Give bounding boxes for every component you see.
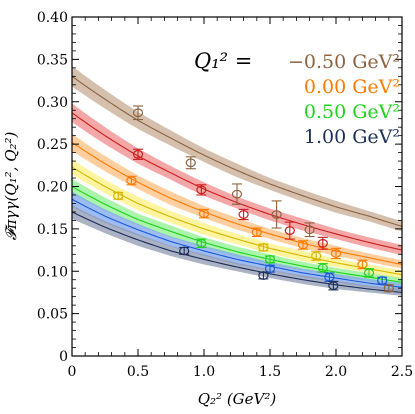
data-point-2-1	[198, 208, 210, 219]
legend-entry-000: 0.00 GeV²	[304, 76, 400, 98]
x-axis-label: Q₂² (GeV²)	[198, 390, 277, 408]
error-band-1	[72, 103, 402, 256]
data-point-6-1	[258, 271, 269, 280]
error-band-3	[72, 159, 402, 279]
data-point-6-2	[328, 280, 339, 291]
data-point-2-2	[251, 227, 262, 238]
data-point-0-3	[271, 200, 282, 229]
data-point-0-2	[231, 183, 243, 205]
data-point-3-1	[258, 243, 269, 252]
legend: Q₁² = −0.50 GeV² 0.00 GeV² 0.50 GeV² 1.0…	[194, 49, 400, 148]
data-point-1-0	[132, 148, 144, 160]
data-point-5-2	[377, 276, 388, 285]
legend-title: Q₁² =	[194, 49, 252, 73]
error-band-6	[72, 205, 402, 296]
y-tick-label: 0.15	[37, 222, 68, 238]
error-band-2	[72, 133, 402, 269]
data-point-0-5	[383, 283, 394, 293]
data-point-3-2	[311, 251, 322, 261]
data-points	[113, 105, 394, 293]
y-tick-label: 0.30	[37, 95, 68, 111]
data-point-4-1	[264, 254, 276, 264]
axis-ticks: 0 0.5 1.0 1.5 2.0 2.5 0 0.05 0.10 0.15 0.20 0.25 0.3…	[37, 10, 413, 380]
fit-curve-3	[71, 166, 403, 276]
data-point-0-1	[185, 156, 196, 170]
data-point-1-3	[284, 221, 295, 240]
fit-curve-5	[71, 198, 403, 288]
y-tick-label: 0	[59, 349, 68, 365]
x-tick-label: 1.0	[193, 364, 215, 380]
data-point-4-3	[363, 268, 375, 278]
fit-curve-6	[71, 211, 403, 293]
x-tick-label: 2.0	[325, 364, 347, 380]
data-point-2-3	[297, 240, 309, 250]
data-point-2-0	[126, 175, 137, 186]
data-point-6-0	[179, 246, 190, 256]
data-point-0-4	[304, 222, 315, 238]
x-tick-label: 2.5	[391, 364, 413, 380]
y-tick-label: 0.10	[37, 264, 68, 280]
y-tick-label: 0.25	[37, 137, 68, 153]
data-point-5-0	[264, 264, 276, 274]
data-point-4-0	[196, 238, 207, 249]
data-point-1-1	[196, 184, 207, 196]
error-band-5	[72, 191, 402, 292]
data-point-0-0	[132, 105, 144, 121]
y-tick-label: 0.05	[37, 307, 68, 323]
fit-curve-0	[71, 75, 403, 227]
data-point-1-4	[317, 236, 328, 250]
x-tick-label: 0.5	[127, 364, 149, 380]
data-point-1-2	[238, 208, 249, 221]
y-tick-label: 0.20	[37, 180, 68, 196]
y-axis-label: 𝓕πγγ(Q₁², Q₂²)	[2, 131, 20, 240]
error-band-0	[72, 66, 402, 232]
fit-curve-4	[71, 186, 403, 283]
x-tick-label: 1.5	[259, 364, 281, 380]
legend-entry-100: 1.00 GeV²	[304, 126, 400, 148]
data-point-3-0	[113, 191, 124, 201]
data-point-4-2	[317, 263, 328, 273]
y-tick-label: 0.40	[37, 10, 68, 26]
legend-entry-050: 0.50 GeV²	[304, 101, 400, 123]
data-point-2-4	[330, 247, 342, 260]
y-tick-label: 0.35	[37, 52, 68, 68]
legend-entry-neg050: −0.50 GeV²	[288, 51, 400, 73]
x-tick-label: 0	[68, 364, 77, 380]
